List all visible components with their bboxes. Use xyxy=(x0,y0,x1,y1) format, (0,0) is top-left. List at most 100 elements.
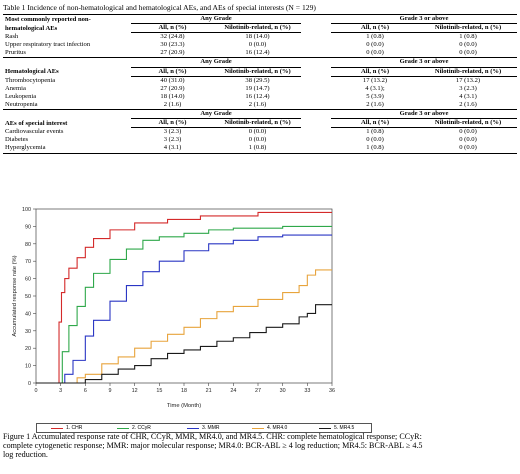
legend-swatch xyxy=(51,427,63,429)
row-label: Leukopenia xyxy=(5,92,37,100)
table-row: Upper respiratory tract infection 30 (23.… xyxy=(3,41,517,49)
cell-g3-all: 1 (0.8) xyxy=(331,144,420,154)
header-spacer xyxy=(301,67,331,76)
row-label: Pruritus xyxy=(5,49,26,57)
cell-any-all: 3 (2.3) xyxy=(163,128,182,136)
col-nilotinib: Nilotinib-related, n (%) xyxy=(214,67,302,77)
legend-label: 1. CHR xyxy=(66,425,83,431)
section-title-spacer: Hematological AEs xyxy=(5,68,59,76)
any-grade-header: Any Grade xyxy=(131,109,302,120)
table-caption: Table 1 Incidence of non-hematological a… xyxy=(3,3,316,12)
row-label: Anemia xyxy=(5,84,26,92)
cell-g3-nilotinib: 17 (13.2) xyxy=(455,76,481,84)
y-tick-label: 0 xyxy=(28,381,31,387)
cell-any-all: 32 (24.8) xyxy=(160,33,185,41)
cell-g3-all: 4 (3.1); xyxy=(365,84,385,92)
table-row: Cardiovascular events 3 (2.3) 0 (0.0) 1 (0.… xyxy=(3,128,517,137)
table-row: Hyperglycemia 4 (3.1) 1 (0.8) 1 (0.8) 0 (0.0… xyxy=(3,144,518,154)
x-tick-label: 33 xyxy=(304,388,310,394)
header-spacer xyxy=(301,13,332,24)
cell-spacer xyxy=(301,41,331,49)
cell-spacer xyxy=(301,76,331,85)
chart-legend: 1. CHR 2. CCyR 3. MMR 4. MR4.0 5. MR4.5 xyxy=(36,423,372,433)
cell-g3-all: 0 (0.0) xyxy=(366,41,384,49)
cell-any-all: 27 (20.9) xyxy=(160,49,185,57)
x-tick-label: 24 xyxy=(230,388,236,394)
legend-swatch xyxy=(252,427,264,429)
table-row: Diabetes 3 (2.3) 0 (0.0) 0 (0.0) 0 (0.0) xyxy=(3,136,517,144)
x-tick-label: 21 xyxy=(206,388,212,394)
x-tick-label: 15 xyxy=(156,388,162,394)
cell-spacer xyxy=(301,101,331,110)
section-header-row: Any Grade Grade 3 or above xyxy=(3,57,518,68)
y-tick-label: 10 xyxy=(25,364,31,370)
cell-g3-nilotinib: 0 (0.0) xyxy=(459,49,477,57)
cell-spacer xyxy=(301,85,331,93)
cell-g3-all: 1 (0.8) xyxy=(366,33,384,41)
legend-label: 5. MR4.5 xyxy=(334,425,355,431)
x-tick-label: 27 xyxy=(255,388,261,394)
col-all: All, n (%) xyxy=(131,118,214,129)
table-row: Thrombocytopenia 40 (31.0) 38 (29.5) 17 (13… xyxy=(3,76,517,85)
cell-g3-all: 0 (0.0) xyxy=(366,136,384,144)
cell-any-all: 4 (3.1) xyxy=(131,144,214,154)
section-title xyxy=(3,57,131,68)
section-title: Most commonly reported non- xyxy=(3,13,131,24)
cell-any-nilotinib: 0 (0.0) xyxy=(248,41,267,49)
cell-spacer xyxy=(301,128,331,137)
x-tick-label: 36 xyxy=(329,388,335,394)
figure-caption: Figure 1 Accumulated response rate of CH… xyxy=(3,432,423,460)
table-row: Pruritus 27 (20.9) 16 (12.4) 0 (0.0) 0 (0.0) xyxy=(3,49,517,58)
cell-g3-all: 1 (0.8) xyxy=(366,128,384,136)
legend-item: 2. CCyR xyxy=(117,425,151,431)
cell-any-nilotinib: 18 (14.0) xyxy=(245,33,270,41)
cell-any-all: 2 (1.6) xyxy=(163,100,182,108)
col-nilotinib: Nilotinib-related, n (%) xyxy=(214,23,302,34)
y-tick-label: 100 xyxy=(22,207,31,213)
grade3-header: Grade 3 or above xyxy=(331,57,518,68)
cell-any-nilotinib: 1 (0.8) xyxy=(214,144,302,154)
x-tick-label: 0 xyxy=(35,388,38,394)
table-row: Leukopenia 18 (14.0) 16 (12.4) 5 (3.9) 4 (3.… xyxy=(3,93,517,101)
legend-item: 1. CHR xyxy=(51,425,82,431)
y-tick-label: 20 xyxy=(25,346,31,352)
y-tick-label: 70 xyxy=(25,259,31,265)
table-row: Neutropenia 2 (1.6) 2 (1.6) 2 (1.6) 2 (1.6) xyxy=(3,101,517,110)
legend-label: 3. MMR xyxy=(202,425,220,431)
any-grade-header: Any Grade xyxy=(131,57,302,68)
col-nilotinib: Nilotinib-related, n (%) xyxy=(419,23,518,34)
cell-g3-nilotinib: 0 (0.0) xyxy=(459,136,477,144)
grade3-header: Grade 3 or above xyxy=(331,13,518,25)
grade3-header: Grade 3 or above xyxy=(331,109,518,120)
section-header-row: Any Grade Grade 3 or above xyxy=(3,109,518,120)
row-label: Hyperglycemia xyxy=(3,144,131,154)
legend-label: 4. MR4.0 xyxy=(267,425,288,431)
cell-any-nilotinib: 19 (14.7) xyxy=(245,84,270,92)
cell-any-all: 40 (31.0) xyxy=(160,76,185,84)
y-tick-label: 90 xyxy=(25,224,31,230)
col-all: All, n (%) xyxy=(331,67,420,77)
x-tick-label: 30 xyxy=(280,388,286,394)
series-line-3 xyxy=(36,234,332,384)
cell-any-nilotinib: 2 (1.6) xyxy=(248,100,267,108)
cell-g3-all: 5 (3.9) xyxy=(366,92,384,100)
legend-item: 4. MR4.0 xyxy=(252,425,287,431)
x-axis-label: Time (Month) xyxy=(167,403,201,409)
cell-spacer xyxy=(301,33,331,42)
y-tick-label: 80 xyxy=(25,242,31,248)
cell-any-all: 30 (23.3) xyxy=(160,41,185,49)
header-spacer xyxy=(301,119,331,128)
cell-g3-nilotinib: 0 (0.0) xyxy=(459,128,477,136)
x-tick-label: 12 xyxy=(132,388,138,394)
cell-any-nilotinib: 16 (12.4) xyxy=(245,49,270,57)
cell-spacer xyxy=(301,144,332,154)
row-label: Cardiovascular events xyxy=(5,128,64,136)
cell-g3-all: 2 (1.6) xyxy=(366,100,384,108)
y-axis-label: Accumulated response rate (%) xyxy=(12,255,18,336)
cell-g3-nilotinib: 0 (0.0) xyxy=(459,41,477,49)
y-tick-label: 30 xyxy=(25,329,31,335)
cell-spacer xyxy=(301,49,331,58)
legend-label: 2. CCyR xyxy=(132,425,151,431)
column-header-row: AEs of special interest All, n (%) Nilotin… xyxy=(3,118,518,129)
